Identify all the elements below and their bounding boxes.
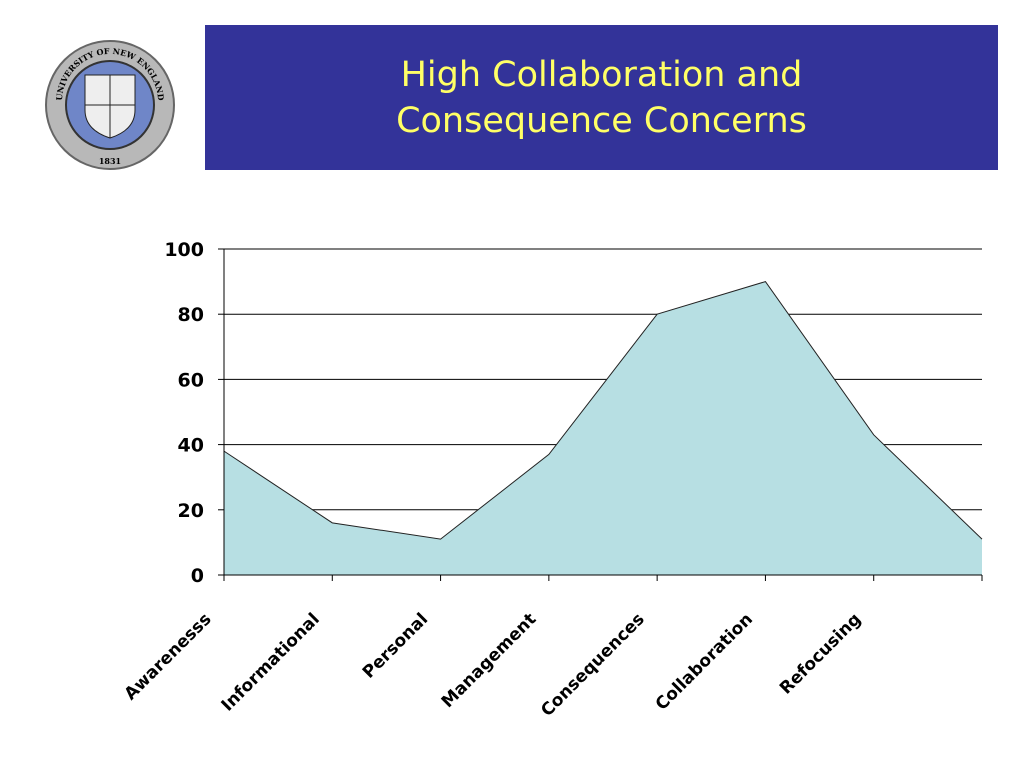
x-tick-label: Collaboration — [652, 609, 757, 714]
y-tick-label: 20 — [178, 500, 204, 522]
x-tick-label: Consequences — [537, 609, 648, 720]
x-tick-label: Management — [438, 609, 541, 712]
logo: UNIVERSITY OF NEW ENGLAND 1831 — [45, 40, 175, 170]
y-tick-label: 0 — [191, 565, 204, 587]
shield-division — [85, 75, 135, 138]
x-tick-label: Refocusing — [776, 609, 865, 698]
y-tick-label: 60 — [178, 369, 204, 391]
area-line — [223, 281, 983, 540]
title-banner: High Collaboration and Consequence Conce… — [205, 25, 998, 170]
y-tick-label: 80 — [178, 304, 204, 326]
logo-year: 1831 — [99, 156, 121, 166]
x-tick-label: Personal — [359, 609, 432, 682]
chart-title: High Collaboration and Consequence Conce… — [396, 54, 807, 141]
x-tick-label: Informational — [218, 609, 324, 715]
x-tick-label: Awarenesss — [121, 609, 216, 704]
y-tick-label: 40 — [178, 435, 204, 457]
y-tick-label: 100 — [164, 239, 204, 261]
area — [224, 281, 982, 575]
